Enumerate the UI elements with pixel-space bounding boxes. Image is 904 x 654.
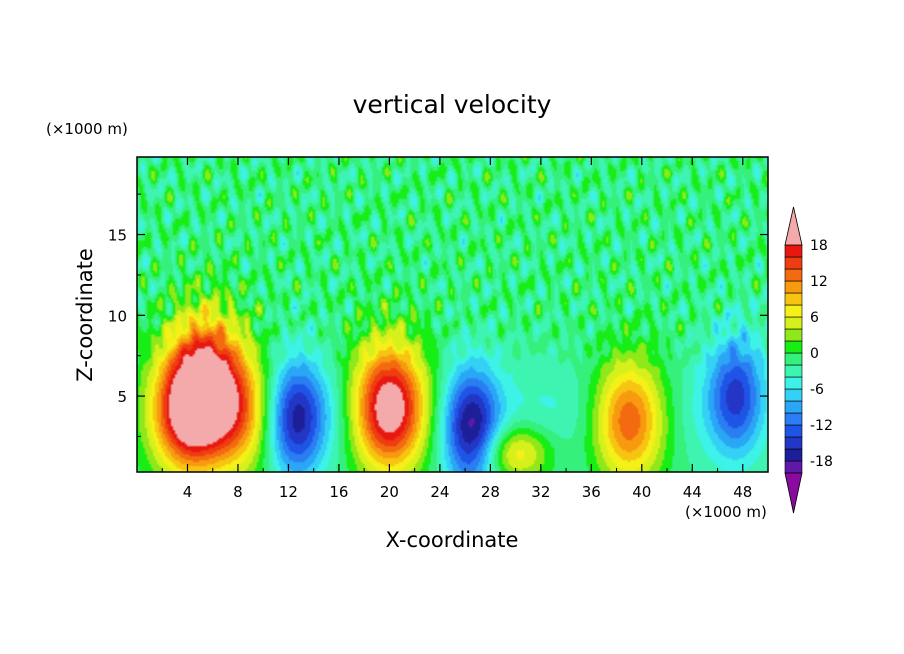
y-axis-label: Z-coordinate [73, 248, 97, 382]
x-tick-label: 36 [582, 483, 601, 501]
y-tick-label: 10 [108, 307, 127, 325]
x-tick-label: 12 [279, 483, 298, 501]
colorbar-top-arrow [784, 206, 803, 246]
y-unit-label: (×1000 m) [46, 120, 128, 138]
x-axis-label: X-coordinate [386, 528, 519, 552]
x-tick-label: 20 [380, 483, 399, 501]
colorbar-box [784, 292, 803, 306]
y-tick-label: 5 [117, 388, 127, 406]
x-tick-label: 8 [233, 483, 243, 501]
x-tick-label: 48 [733, 483, 752, 501]
colorbar-box [784, 424, 803, 438]
colorbar-box [784, 460, 803, 474]
colorbar: 18 12 6 0 -6 -12 -18 [784, 206, 833, 514]
x-tick-label: 40 [632, 483, 651, 501]
colorbar-box [784, 436, 803, 450]
colorbar-box [784, 400, 803, 414]
x-tick-label: 24 [430, 483, 449, 501]
x-tick-label: 4 [183, 483, 193, 501]
colorbar-label: 0 [810, 346, 819, 362]
colorbar-box [784, 268, 803, 282]
colorbar-box [784, 376, 803, 390]
colorbar-box [784, 340, 803, 354]
colorbar-box [784, 352, 803, 366]
plot-frame [136, 156, 769, 473]
colorbar-box [784, 364, 803, 378]
colorbar-label: 12 [810, 274, 828, 290]
colorbar-box [784, 316, 803, 330]
colorbar-label: -18 [810, 454, 833, 470]
x-axis: 4 8 12 16 20 24 28 32 36 40 44 48 [161, 157, 752, 501]
colorbar-label: 18 [810, 238, 828, 254]
colorbar-box [784, 280, 803, 294]
colorbar-label: -12 [810, 418, 833, 434]
x-tick-label: 32 [531, 483, 550, 501]
colorbar-bottom-arrow [784, 472, 803, 514]
colorbar-box [784, 388, 803, 402]
y-axis: 5 10 15 [108, 193, 768, 437]
colorbar-box [784, 412, 803, 426]
x-tick-label: 44 [683, 483, 702, 501]
colorbar-label: 6 [810, 310, 819, 326]
colorbar-box [784, 244, 803, 258]
x-tick-label: 28 [481, 483, 500, 501]
colorbar-box [784, 304, 803, 318]
colorbar-box [784, 448, 803, 462]
colorbar-box [784, 328, 803, 342]
chart-title: vertical velocity [353, 90, 552, 119]
heatmap-field [137, 157, 768, 472]
colorbar-label: -6 [810, 382, 824, 398]
y-tick-label: 15 [108, 227, 127, 245]
x-tick-label: 16 [329, 483, 348, 501]
colorbar-box [784, 256, 803, 270]
x-unit-label: (×1000 m) [685, 503, 767, 521]
